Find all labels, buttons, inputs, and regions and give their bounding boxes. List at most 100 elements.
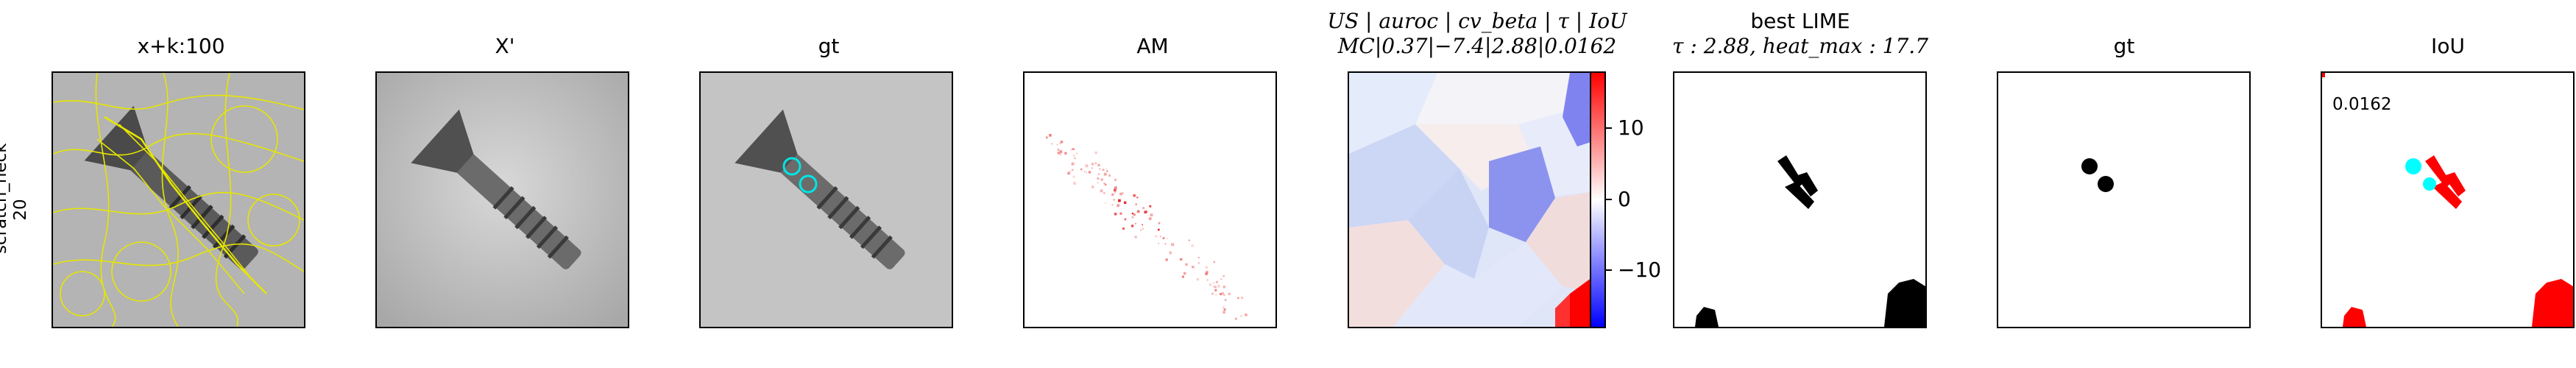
panel-title-8: IoU <box>2431 34 2465 58</box>
am-dot <box>1122 227 1125 230</box>
am-dot <box>1150 213 1153 216</box>
am-dot <box>1164 243 1167 245</box>
am-dot <box>1220 278 1222 280</box>
am-dot <box>1215 294 1217 296</box>
am-dot <box>1080 168 1083 171</box>
am-dot <box>1049 134 1052 137</box>
am-dot <box>1117 204 1119 207</box>
am-dot <box>1060 141 1064 144</box>
am-dot <box>1071 162 1075 166</box>
panel-title-1: x+k:100 <box>137 34 225 58</box>
am-dot <box>1183 272 1186 275</box>
am-dot <box>1213 286 1216 288</box>
panel-title-6: best LIME τ : 2.88, heat_max : 17.7 <box>1672 9 1928 59</box>
am-dot <box>1142 227 1144 230</box>
am-dot <box>1169 251 1172 255</box>
am-dot <box>1104 183 1107 186</box>
am-dot <box>1192 266 1195 269</box>
lime-mask <box>1695 155 1925 327</box>
panel-best-lime <box>1673 71 1927 328</box>
am-dot <box>1056 144 1058 146</box>
am-dot <box>1105 202 1107 204</box>
colorbar-label-10: 10 <box>1618 116 1644 140</box>
am-dot <box>1119 212 1122 215</box>
panel-gt-overlay <box>699 71 953 328</box>
am-dot <box>1070 149 1072 151</box>
am-dot <box>1191 244 1194 247</box>
am-dot <box>1085 164 1089 168</box>
am-dot <box>1072 175 1075 178</box>
am-dot <box>1140 229 1142 231</box>
am-dot <box>1111 193 1114 197</box>
am-dot <box>1197 262 1200 264</box>
am-dot <box>1222 306 1225 308</box>
am-dot <box>1142 207 1145 210</box>
am-dot <box>1114 213 1117 216</box>
colorbar-label-0: 0 <box>1618 187 1631 211</box>
am-dot <box>1122 192 1124 194</box>
am-dot <box>1097 177 1100 180</box>
am-dot <box>1222 311 1225 314</box>
am-dot <box>1211 292 1214 295</box>
am-dot <box>1051 143 1053 145</box>
colorbar-tick-neg10 <box>1606 269 1612 271</box>
am-dot <box>1097 177 1099 179</box>
am-dot <box>1224 299 1227 301</box>
am-dot <box>1073 155 1075 157</box>
am-dot <box>1142 224 1143 226</box>
iou-prediction <box>2322 73 2573 327</box>
colorbar-label-neg10: −10 <box>1618 258 1662 282</box>
panel-image <box>375 71 629 328</box>
colorbar-tick-0 <box>1606 199 1612 200</box>
am-dot <box>1213 261 1216 263</box>
panel-title-7: gt <box>2113 34 2135 58</box>
am-dot <box>1197 257 1200 259</box>
am-dot <box>1114 188 1117 192</box>
panel-title-4: AM <box>1136 34 1169 58</box>
am-dot <box>1088 171 1091 174</box>
panel-gt-mask <box>1997 71 2251 328</box>
am-dot <box>1113 199 1115 201</box>
am-dot <box>1165 258 1168 261</box>
iou-value-text: 0.0162 <box>2332 95 2392 114</box>
am-dot <box>1222 286 1225 289</box>
am-dot <box>1102 169 1105 171</box>
row-label-line2: 20 <box>11 199 30 221</box>
am-dot <box>1149 205 1152 208</box>
am-dot <box>1217 284 1220 288</box>
gt-contours <box>782 157 818 194</box>
am-dot <box>1133 213 1136 216</box>
panel-iou: 0.0162 <box>2321 71 2575 328</box>
am-dot <box>1240 315 1242 317</box>
panel-title-3: gt <box>818 34 840 58</box>
am-dot <box>1119 192 1122 196</box>
am-dot <box>1209 283 1212 286</box>
am-dot <box>1158 243 1160 244</box>
am-dot <box>1118 199 1121 202</box>
am-dot <box>1114 191 1117 194</box>
am-dot <box>1114 186 1117 189</box>
am-dot <box>1180 258 1183 261</box>
am-dot <box>1215 280 1218 283</box>
am-dot <box>1191 266 1194 268</box>
am-dot <box>1094 151 1097 155</box>
am-dot <box>1171 243 1175 247</box>
am-dot <box>1136 197 1139 199</box>
am-dot <box>1158 222 1161 224</box>
am-dot <box>1058 152 1062 155</box>
am-dot <box>1069 170 1071 172</box>
am-dot <box>1228 292 1231 296</box>
colorbar-tick-10 <box>1606 127 1612 129</box>
am-dot <box>1098 173 1100 175</box>
am-dot <box>1220 293 1222 296</box>
am-dot <box>1100 178 1103 181</box>
am-dot <box>1206 271 1209 274</box>
am-dot <box>1136 210 1140 213</box>
am-dot <box>1206 279 1209 281</box>
am-dot <box>1097 182 1099 184</box>
am-dot <box>1111 204 1114 206</box>
am-dot <box>1155 235 1158 238</box>
am-dot <box>1103 183 1105 185</box>
am-dot <box>1091 185 1094 188</box>
panel-title-6-line1: best LIME <box>1750 9 1850 33</box>
